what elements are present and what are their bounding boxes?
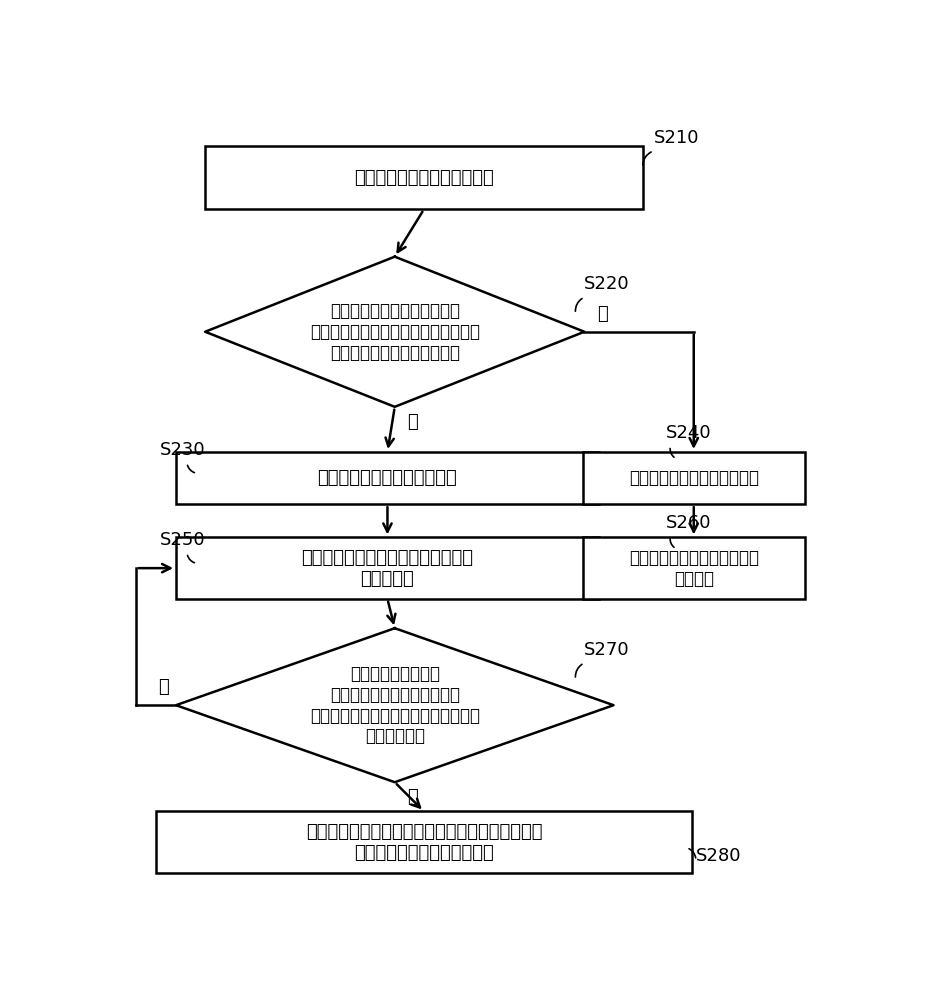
Polygon shape [205,257,584,407]
Bar [176,452,598,504]
Text: 将钞箱数据写入预设存储器，
进行保存: 将钞箱数据写入预设存储器， 进行保存 [629,549,758,588]
Text: 否: 否 [598,305,608,323]
Bar [582,537,805,599]
Bar [582,452,805,504]
Text: 是: 是 [407,413,419,431]
Text: S230: S230 [160,441,205,459]
Text: S280: S280 [696,847,742,865]
Text: 是: 是 [407,788,419,806]
Text: 根据预设加密命令识别标识，
判断钞箱数据中是否包含有与预设加密
命令识别标识对应的加密命令: 根据预设加密命令识别标识， 判断钞箱数据中是否包含有与预设加密 命令识别标识对应… [310,302,480,362]
Text: S260: S260 [666,514,711,532]
Text: 否: 否 [158,678,168,696]
Bar [156,811,692,873]
Polygon shape [176,628,614,782]
Text: S220: S220 [584,275,630,293]
Text: S240: S240 [666,424,711,442]
Text: 确定目标处理模式为存储模式: 确定目标处理模式为存储模式 [629,469,758,487]
Text: 根据读入的最后一个
数据包中的预设标志位数据，
判断是否接收完成金融自助设备发送的
所有钞箱数据: 根据读入的最后一个 数据包中的预设标志位数据， 判断是否接收完成金融自助设备发送… [310,665,480,745]
Text: 读入金融自助设备发送的钞箱数据，
并进行缓存: 读入金融自助设备发送的钞箱数据， 并进行缓存 [301,549,473,588]
Text: S270: S270 [584,641,630,659]
Text: 将获取到的钞箱数据进行解析: 将获取到的钞箱数据进行解析 [354,169,494,187]
Text: 基于预设加密算法，对钞箱数据进行加密运算，得
到加密结果，并存储加密结果: 基于预设加密算法，对钞箱数据进行加密运算，得 到加密结果，并存储加密结果 [306,823,542,862]
Bar [176,537,598,599]
Text: S210: S210 [654,129,699,147]
Bar [205,146,643,209]
Text: 确定目标处理模式为加密模式: 确定目标处理模式为加密模式 [317,469,457,487]
Text: S250: S250 [160,531,205,549]
